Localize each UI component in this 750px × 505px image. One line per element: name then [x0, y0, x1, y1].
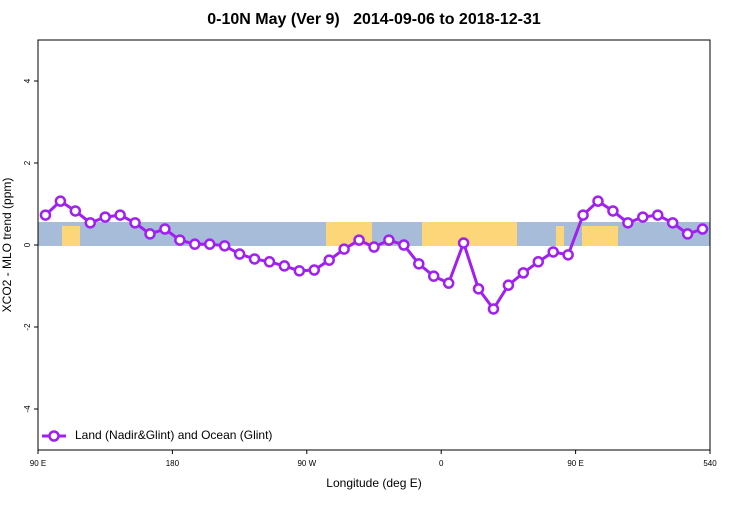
data-point	[308, 264, 321, 276]
data-point	[99, 211, 111, 223]
chart-title: 0-10N May (Ver 9) 2014-09-06 to 2018-12-…	[207, 11, 541, 28]
data-point	[532, 256, 545, 268]
y-tick-label: 2	[23, 160, 32, 165]
data-point	[607, 205, 619, 217]
data-point	[353, 234, 365, 246]
x-tick-label: 90 E	[30, 459, 46, 468]
y-axis-label: XCO2 - MLO trend (ppm)	[0, 178, 14, 313]
data-point	[517, 267, 530, 279]
y-tick-label: 0	[23, 242, 32, 247]
data-point	[413, 258, 425, 270]
data-point	[69, 205, 82, 217]
data-point	[144, 228, 156, 240]
data-point	[338, 243, 350, 255]
data-point	[293, 265, 306, 277]
data-point	[278, 260, 291, 272]
data-point	[174, 234, 186, 246]
data-point	[637, 211, 649, 223]
land	[422, 222, 517, 246]
data-point	[218, 240, 231, 252]
data-point	[114, 209, 126, 221]
data-point	[472, 283, 485, 295]
data-point	[383, 234, 395, 246]
x-tick-label: 540	[703, 459, 717, 468]
x-tick-label: 180	[166, 459, 180, 468]
y-tick-label: -2	[23, 323, 32, 331]
data-point	[696, 223, 709, 235]
data-point	[547, 246, 559, 258]
data-point	[129, 217, 141, 229]
land	[62, 226, 80, 246]
data-point	[502, 279, 515, 291]
land	[556, 226, 564, 246]
x-tick-label: 0	[439, 459, 444, 468]
land	[582, 226, 618, 246]
data-point	[233, 248, 246, 260]
data-point	[487, 303, 500, 315]
data-point	[442, 277, 455, 289]
data-point	[189, 238, 201, 250]
data-point	[666, 217, 679, 229]
data-point	[368, 241, 380, 253]
legend-label: Land (Nadir&Glint) and Ocean (Glint)	[75, 428, 272, 442]
x-tick-label: 90 E	[567, 459, 583, 468]
data-point	[159, 223, 171, 235]
data-point	[323, 254, 335, 266]
data-point	[592, 195, 604, 207]
data-point	[203, 238, 216, 250]
data-point	[84, 217, 97, 229]
data-point	[427, 270, 440, 282]
x-tick-label: 90 W	[297, 459, 316, 468]
series-line	[44, 199, 704, 312]
data-point	[248, 253, 261, 265]
data-point	[398, 239, 410, 251]
data-point	[263, 256, 276, 268]
data-point	[457, 237, 470, 249]
y-tick-label: 4	[23, 78, 32, 83]
legend-marker	[48, 430, 60, 442]
data-point	[651, 209, 664, 221]
legend: Land (Nadir&Glint) and Ocean (Glint)	[42, 428, 272, 442]
data-point	[562, 249, 574, 261]
data-point	[577, 209, 589, 221]
y-tick-label: -4	[23, 405, 32, 413]
data-point	[622, 217, 634, 229]
data-point	[39, 209, 52, 221]
x-axis-label: Longitude (deg E)	[326, 476, 421, 490]
data-point	[681, 228, 694, 240]
data-point	[54, 195, 67, 207]
